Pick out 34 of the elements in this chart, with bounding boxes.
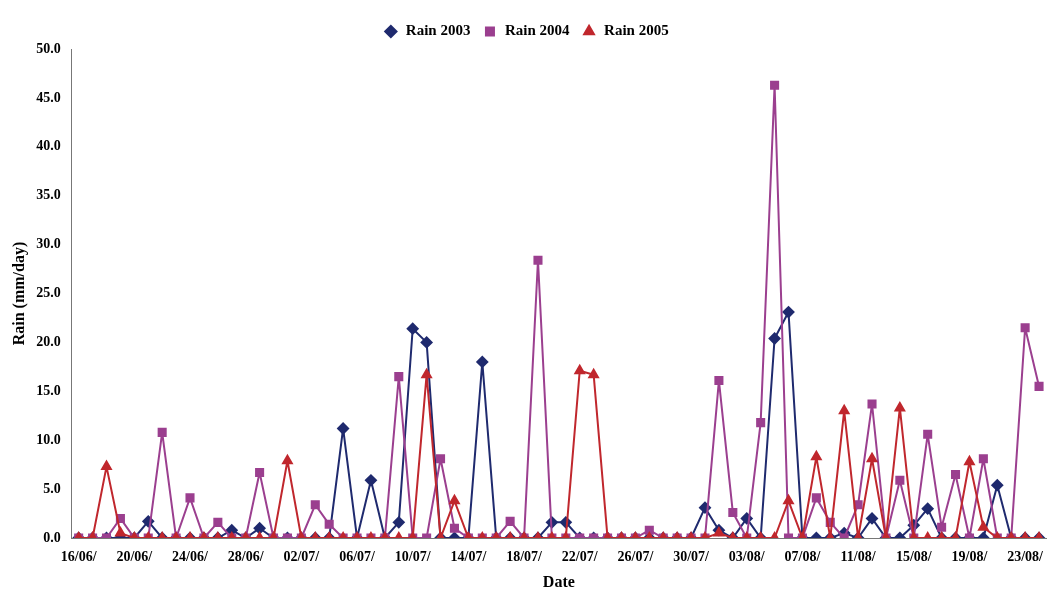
y-tick-label: 40.0 — [36, 138, 61, 154]
y-tick-label: 10.0 — [36, 431, 61, 447]
x-tick-label: 28/06/ — [227, 549, 265, 565]
y-axis-title: Rain (mm/day) — [9, 241, 28, 346]
legend-label: Rain 2004 — [504, 22, 571, 39]
x-tick-label: 02/07/ — [283, 549, 321, 565]
x-tick-label: 20/06/ — [116, 549, 154, 565]
x-tick-label: 15/08/ — [895, 549, 933, 565]
x-tick-label: 30/07/ — [673, 549, 711, 565]
y-tick-label: 5.0 — [43, 480, 61, 496]
y-tick-label: 50.0 — [36, 40, 61, 56]
x-tick-label: 23/08/ — [1007, 549, 1045, 565]
x-tick-label: 10/07/ — [394, 549, 432, 565]
x-tick-label: 22/07/ — [561, 549, 599, 565]
x-tick-label: 07/08/ — [784, 549, 822, 565]
x-tick-label: 26/07/ — [617, 549, 655, 565]
x-tick-label: 14/07/ — [450, 549, 488, 565]
y-tick-label: 0.0 — [43, 529, 61, 545]
x-tick-label: 24/06/ — [172, 549, 210, 565]
x-tick-label: 03/08/ — [728, 549, 766, 565]
y-tick-label: 15.0 — [36, 382, 61, 398]
legend-label: Rain 2005 — [604, 22, 669, 39]
y-tick-label: 45.0 — [36, 89, 61, 105]
x-axis-title: Date — [542, 572, 575, 590]
x-tick-label: 06/07/ — [339, 549, 377, 565]
y-tick-label: 25.0 — [36, 285, 61, 301]
y-tick-label: 35.0 — [36, 187, 61, 203]
x-tick-label: 19/08/ — [951, 549, 989, 565]
y-tick-label: 30.0 — [36, 236, 61, 252]
y-tick-label: 20.0 — [36, 334, 61, 350]
x-tick-label: 16/06/ — [60, 549, 98, 565]
x-tick-label: 11/08/ — [840, 549, 877, 565]
x-tick-label: 18/07/ — [506, 549, 544, 565]
legend-label: Rain 2003 — [405, 22, 471, 39]
